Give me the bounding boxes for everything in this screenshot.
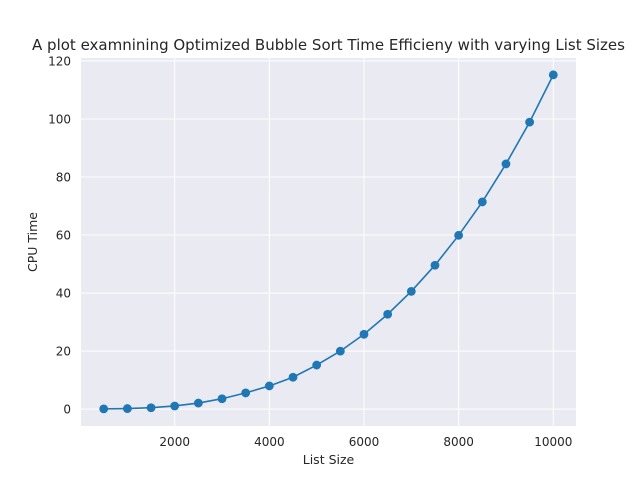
data-series — [99, 70, 558, 414]
y-axis-label: CPU Time — [25, 212, 40, 272]
x-tick-labels: 2000 4000 6000 8000 10000 — [159, 435, 572, 449]
x-axis-label: List Size — [303, 452, 355, 467]
data-point — [383, 309, 393, 319]
data-point — [312, 360, 322, 370]
grid-lines — [81, 58, 576, 426]
y-tick-labels: 0 20 40 60 80 100 120 — [48, 54, 71, 416]
data-point — [430, 260, 440, 270]
y-tick-label: 120 — [48, 54, 71, 68]
y-tick-label: 20 — [56, 345, 71, 359]
data-point — [146, 403, 156, 413]
data-point — [548, 70, 558, 80]
y-tick-label: 0 — [63, 403, 71, 417]
y-tick-label: 40 — [56, 287, 71, 301]
data-point — [335, 346, 345, 356]
y-tick-label: 60 — [56, 229, 71, 243]
data-point — [501, 159, 511, 169]
x-tick-label: 6000 — [349, 435, 380, 449]
x-tick-label: 10000 — [534, 435, 572, 449]
data-point — [241, 388, 251, 398]
data-point — [170, 401, 180, 411]
y-tick-label: 80 — [56, 170, 71, 184]
data-point — [288, 372, 298, 382]
data-point — [359, 329, 369, 339]
data-point — [454, 230, 464, 240]
data-point — [406, 286, 416, 296]
data-point — [217, 394, 227, 404]
x-tick-label: 2000 — [159, 435, 190, 449]
plot-area — [81, 58, 576, 426]
data-point — [193, 398, 203, 408]
data-point — [99, 404, 109, 414]
data-point — [264, 381, 274, 391]
data-point — [525, 117, 535, 127]
x-tick-label: 4000 — [254, 435, 285, 449]
y-tick-label: 100 — [48, 112, 71, 126]
data-point — [477, 197, 487, 207]
data-point — [122, 404, 132, 413]
x-tick-label: 8000 — [443, 435, 474, 449]
chart-title: A plot examnining Optimized Bubble Sort … — [32, 36, 625, 54]
